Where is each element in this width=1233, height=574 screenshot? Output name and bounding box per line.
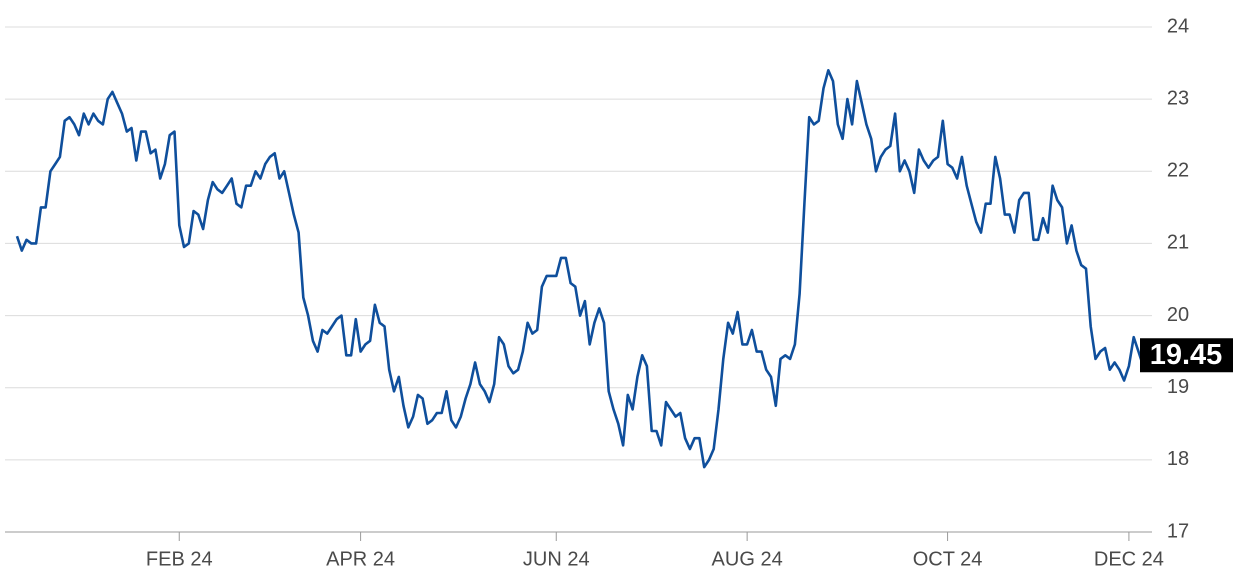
x-tick-label: OCT 24 xyxy=(913,548,983,570)
last-value-label: 19.45 xyxy=(1150,339,1223,371)
y-tick-label: 21 xyxy=(1167,232,1189,254)
y-tick-label: 20 xyxy=(1167,304,1189,326)
price-line xyxy=(15,69,1150,469)
y-tick-label: 22 xyxy=(1167,160,1189,182)
x-tick-label: APR 24 xyxy=(326,548,395,570)
y-tick-label: 23 xyxy=(1167,87,1189,109)
x-tick-label: FEB 24 xyxy=(146,548,213,570)
x-tick-label: DEC 24 xyxy=(1094,548,1164,570)
x-tick-label: JUN 24 xyxy=(523,548,590,570)
y-tick-label: 24 xyxy=(1167,15,1189,37)
last-value-box xyxy=(1140,338,1233,373)
y-tick-label: 18 xyxy=(1167,448,1189,470)
y-tick-label: 19 xyxy=(1167,376,1189,398)
x-tick-label: AUG 24 xyxy=(712,548,783,570)
y-tick-label: 17 xyxy=(1167,520,1189,542)
